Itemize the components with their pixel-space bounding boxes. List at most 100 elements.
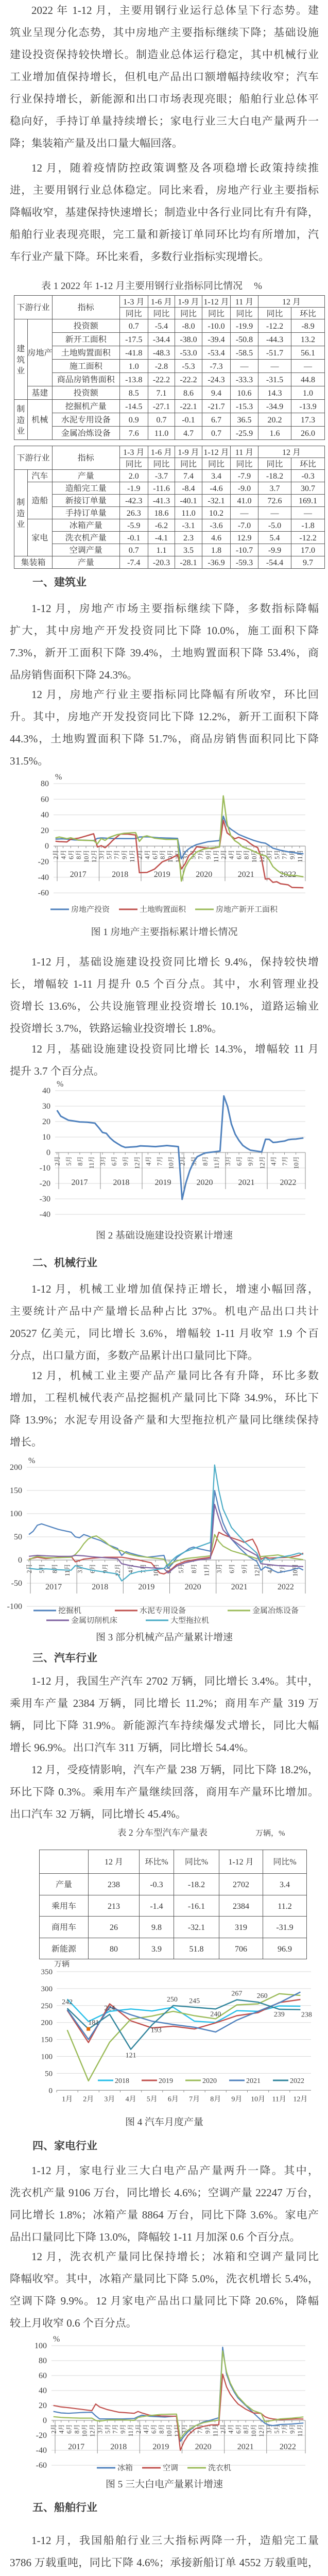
svg-text:5月: 5月: [188, 850, 197, 859]
svg-text:2019: 2019: [159, 2075, 173, 2086]
svg-text:11月: 11月: [87, 1156, 96, 1169]
svg-text:40: 40: [41, 808, 49, 820]
svg-text:12月: 12月: [87, 2424, 96, 2437]
svg-text:2020: 2020: [185, 1580, 201, 1592]
svg-text:50: 50: [14, 1530, 22, 1542]
svg-text:挖掘机: 挖掘机: [58, 1605, 81, 1616]
svg-text:12月: 12月: [89, 850, 98, 862]
svg-text:3月: 3月: [98, 1156, 107, 1166]
svg-text:6月: 6月: [64, 2424, 74, 2434]
svg-text:6月: 6月: [227, 1564, 236, 1573]
svg-text:2019: 2019: [154, 868, 170, 879]
svg-text:5月: 5月: [272, 850, 281, 859]
svg-text:8月: 8月: [241, 850, 251, 859]
svg-text:%: %: [57, 1077, 63, 1089]
svg-text:11月: 11月: [295, 850, 304, 862]
svg-text:10: 10: [42, 1130, 50, 1142]
svg-text:11月: 11月: [211, 850, 220, 862]
svg-text:洗衣机: 洗衣机: [208, 2462, 231, 2473]
svg-text:5月: 5月: [272, 2424, 281, 2434]
svg-text:5月: 5月: [37, 1564, 46, 1573]
svg-text:0: 0: [49, 2084, 53, 2095]
svg-text:12月: 12月: [293, 2093, 307, 2104]
svg-text:2018: 2018: [92, 1580, 108, 1592]
svg-text:260: 260: [257, 1990, 268, 2001]
svg-text:2022: 2022: [290, 2075, 304, 2086]
svg-text:2月: 2月: [51, 850, 60, 859]
svg-text:9月: 9月: [120, 1156, 130, 1166]
svg-text:2020: 2020: [197, 1176, 213, 1188]
svg-text:8月: 8月: [75, 1156, 84, 1166]
svg-text:6月: 6月: [88, 1564, 97, 1573]
svg-text:11月: 11月: [126, 2424, 135, 2437]
svg-text:2月: 2月: [83, 2093, 94, 2104]
svg-text:150: 150: [41, 2034, 53, 2045]
svg-text:12月: 12月: [257, 1156, 266, 1169]
svg-text:8月: 8月: [74, 850, 83, 859]
svg-text:2021: 2021: [237, 2440, 254, 2452]
svg-text:9月: 9月: [287, 2424, 297, 2434]
svg-text:8月: 8月: [241, 2424, 250, 2434]
svg-text:2017: 2017: [45, 1580, 62, 1592]
svg-text:10月: 10月: [249, 2424, 258, 2437]
svg-text:9月: 9月: [100, 1564, 110, 1573]
svg-text:2019: 2019: [138, 1580, 154, 1592]
svg-text:2017: 2017: [68, 2440, 84, 2452]
svg-text:11月: 11月: [211, 2424, 220, 2437]
svg-text:2019: 2019: [152, 2440, 169, 2452]
svg-text:2020: 2020: [202, 2075, 217, 2086]
svg-text:80: 80: [41, 777, 49, 789]
svg-text:30: 30: [42, 1099, 50, 1111]
svg-text:11月: 11月: [295, 2424, 304, 2437]
svg-text:100: 100: [10, 1507, 22, 1519]
svg-text:193: 193: [151, 2024, 162, 2035]
svg-text:3月: 3月: [104, 2093, 115, 2104]
svg-text:-20: -20: [36, 2429, 47, 2441]
svg-text:%: %: [55, 770, 62, 782]
svg-text:2020: 2020: [195, 2440, 212, 2452]
svg-text:-40: -40: [40, 1208, 50, 1219]
svg-text:4月: 4月: [143, 1156, 152, 1166]
svg-text:6月: 6月: [233, 2424, 243, 2434]
svg-text:4月: 4月: [57, 2424, 66, 2434]
svg-text:0: 0: [43, 2414, 47, 2426]
svg-text:12月: 12月: [252, 1564, 262, 1577]
svg-text:242: 242: [62, 1996, 73, 2007]
svg-text:3月: 3月: [223, 1156, 232, 1166]
svg-text:240: 240: [210, 2008, 221, 2019]
svg-text:4月: 4月: [226, 2424, 235, 2434]
svg-text:2月: 2月: [219, 850, 228, 859]
svg-text:239: 239: [274, 2009, 285, 2019]
svg-text:7月: 7月: [189, 2093, 200, 2104]
svg-text:6月: 6月: [109, 1156, 118, 1166]
svg-text:10月: 10月: [291, 1156, 301, 1169]
svg-text:大型拖拉机: 大型拖拉机: [170, 1615, 209, 1625]
svg-text:11月: 11月: [127, 850, 136, 862]
svg-text:12月: 12月: [132, 1156, 141, 1169]
svg-text:9月: 9月: [231, 2093, 242, 2104]
svg-text:9月: 9月: [118, 2424, 127, 2434]
svg-text:2月: 2月: [53, 1156, 62, 1166]
svg-text:6月: 6月: [234, 850, 243, 859]
svg-text:%: %: [28, 1454, 35, 1466]
svg-text:9月: 9月: [119, 850, 129, 859]
svg-text:12月: 12月: [256, 2424, 266, 2437]
svg-text:2021: 2021: [238, 1176, 255, 1188]
svg-text:4月: 4月: [227, 850, 236, 859]
svg-text:土地购置面积: 土地购置面积: [140, 904, 186, 914]
svg-text:房地产投资: 房地产投资: [71, 904, 110, 914]
svg-text:8月: 8月: [210, 2093, 221, 2104]
svg-text:2019: 2019: [155, 1176, 171, 1188]
svg-text:5月: 5月: [176, 1564, 185, 1573]
svg-text:4月: 4月: [143, 850, 152, 859]
svg-text:2月: 2月: [49, 2424, 58, 2434]
svg-text:10月: 10月: [164, 2424, 174, 2437]
svg-text:金属切削机床: 金属切削机床: [71, 1615, 117, 1625]
svg-text:金属冶炼设备: 金属冶炼设备: [252, 1605, 299, 1616]
svg-text:2021: 2021: [231, 1580, 248, 1592]
svg-text:%: %: [53, 2333, 60, 2344]
svg-text:-20: -20: [38, 855, 49, 867]
svg-text:8月: 8月: [189, 1564, 198, 1573]
svg-text:-40: -40: [36, 2444, 47, 2455]
svg-text:2021: 2021: [246, 2075, 261, 2086]
